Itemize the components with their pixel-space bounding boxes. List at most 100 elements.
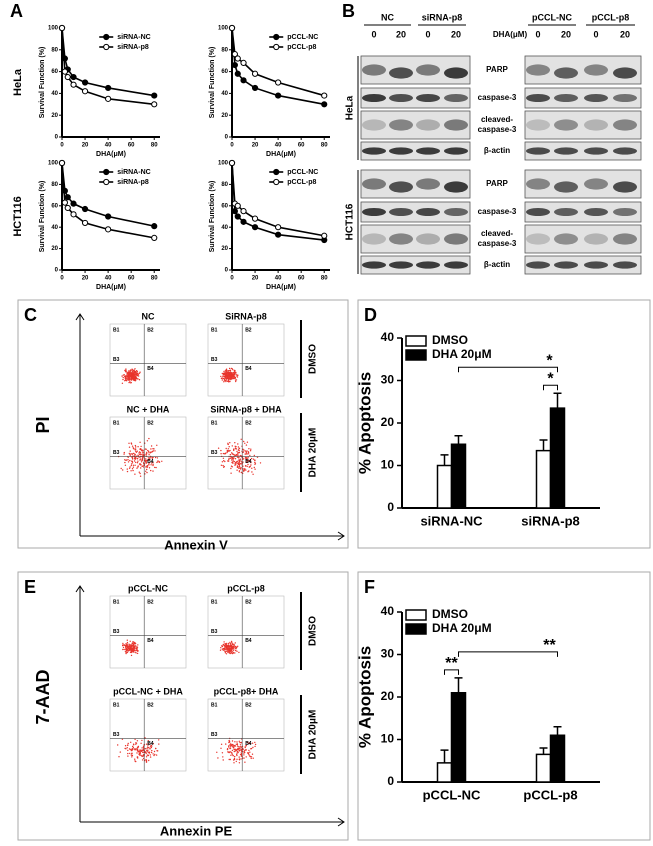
point <box>151 92 158 99</box>
event-dot <box>123 451 126 454</box>
event-dot <box>250 748 252 750</box>
event-dot <box>122 646 125 649</box>
event-dot <box>248 448 250 450</box>
event-dot <box>234 371 236 373</box>
x-tick-label: 0 <box>230 276 234 282</box>
legend-swatch <box>405 349 427 361</box>
blot-band <box>389 67 413 79</box>
event-dot <box>239 744 242 746</box>
event-dot <box>126 651 129 653</box>
event-dot <box>155 754 158 756</box>
event-dot <box>145 756 148 758</box>
event-dot <box>126 468 128 470</box>
event-dot <box>127 648 130 650</box>
point <box>321 92 328 99</box>
bar <box>436 464 453 509</box>
point <box>321 101 328 108</box>
blot-band <box>613 181 637 193</box>
bar <box>535 753 552 783</box>
event-dot <box>226 380 229 382</box>
event-dot <box>148 759 150 762</box>
event-dot <box>228 450 230 452</box>
event-dot <box>138 372 141 374</box>
event-dot <box>144 473 146 475</box>
event-dot <box>122 374 125 376</box>
event-dot <box>220 453 222 455</box>
quadrant-label: B1 <box>113 599 120 605</box>
event-dot <box>147 457 150 459</box>
protein-label: caspase-3 <box>478 125 517 134</box>
event-dot <box>230 752 233 754</box>
event-dot <box>132 464 135 466</box>
significance-label: * <box>547 370 554 387</box>
event-dot <box>136 370 138 373</box>
x-tick-label: 20 <box>82 276 89 282</box>
event-dot <box>252 458 255 460</box>
event-dot <box>146 471 148 474</box>
blot-band <box>554 181 578 193</box>
event-dot <box>247 463 249 466</box>
blot-band <box>416 94 440 102</box>
event-dot <box>142 745 145 748</box>
event-dot <box>147 744 149 746</box>
event-dot <box>244 468 246 470</box>
blot-band <box>584 119 608 131</box>
blot-band <box>526 94 550 102</box>
event-dot <box>240 752 242 754</box>
quadrant-label: B2 <box>245 599 252 605</box>
blot-band <box>362 233 386 245</box>
significance-label: * <box>546 352 553 369</box>
event-dot <box>135 450 137 452</box>
sample-title: pCCL-p8+ DHA <box>214 686 279 696</box>
event-dot <box>252 746 254 749</box>
event-dot <box>221 379 223 381</box>
event-dot <box>243 750 245 753</box>
blot-strip <box>360 141 471 161</box>
event-dot <box>132 641 134 643</box>
event-dot <box>146 460 148 462</box>
event-dot <box>146 464 148 467</box>
event-dot <box>249 450 252 452</box>
event-dot <box>154 466 156 469</box>
bar <box>450 692 467 783</box>
bar <box>535 449 552 509</box>
event-dot <box>152 470 154 472</box>
event-dot <box>248 470 250 472</box>
protein-label: caspase-3 <box>478 239 517 248</box>
x-tick-label: 80 <box>151 276 158 282</box>
event-dot <box>137 454 139 456</box>
event-dot <box>140 742 142 744</box>
event-dot <box>144 752 147 754</box>
event-dot <box>121 375 123 377</box>
event-dot <box>134 649 136 652</box>
event-dot <box>248 466 250 468</box>
legend-swatch <box>405 623 427 635</box>
event-dot <box>225 743 227 745</box>
event-dot <box>222 647 224 650</box>
event-dot <box>141 755 143 757</box>
blot-strip <box>524 110 642 140</box>
plot-frame <box>207 595 285 669</box>
event-dot <box>223 641 225 643</box>
event-dot <box>141 739 143 742</box>
event-dot <box>231 740 234 742</box>
event-dot <box>128 452 130 455</box>
event-dot <box>126 641 129 644</box>
x-tick-label: siRNA-p8 <box>521 513 580 528</box>
panel-frame <box>17 299 349 549</box>
event-dot <box>152 450 155 452</box>
event-dot <box>227 379 230 381</box>
event-dot <box>152 448 154 450</box>
point <box>251 84 259 92</box>
event-dot <box>217 447 220 449</box>
event-dot <box>130 453 132 455</box>
event-dot <box>136 462 139 464</box>
blot-band <box>613 94 637 102</box>
event-dot <box>125 648 128 650</box>
event-dot <box>252 757 254 759</box>
event-dot <box>234 642 236 644</box>
blot-band <box>613 147 637 155</box>
event-dot <box>227 370 229 372</box>
event-dot <box>139 448 141 450</box>
